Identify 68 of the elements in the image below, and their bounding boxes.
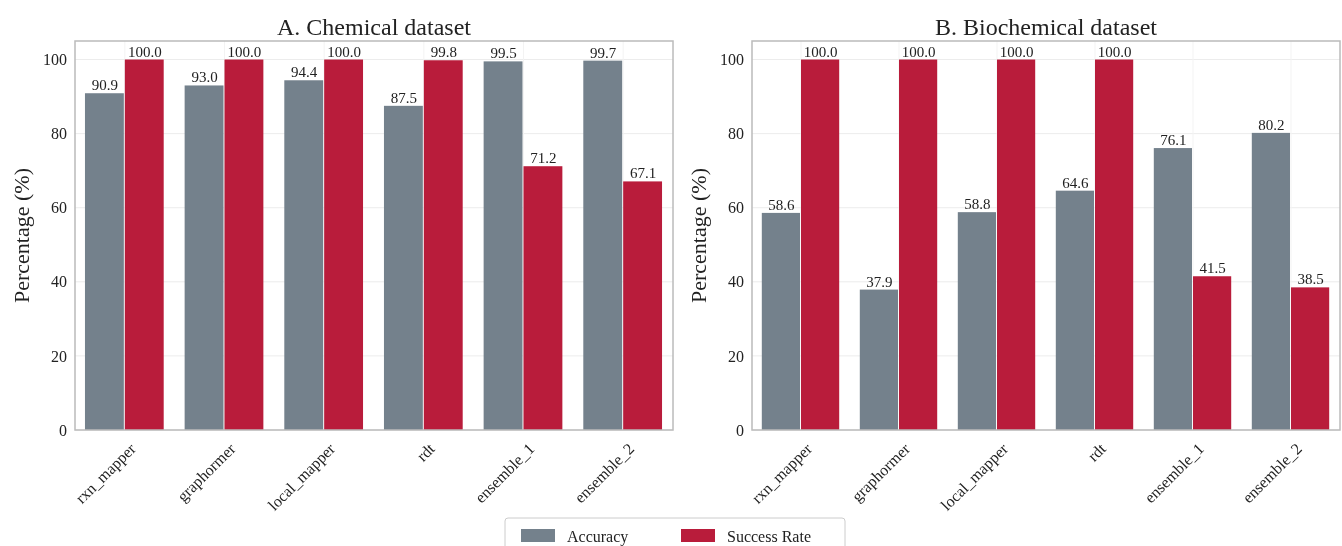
legend-label: Accuracy [567, 527, 629, 546]
data-label: 99.5 [490, 45, 517, 62]
data-label: 58.8 [964, 196, 991, 213]
data-label: 99.8 [430, 44, 457, 61]
data-label: 67.1 [629, 165, 657, 182]
y-tick-label: 0 [59, 421, 67, 439]
y-tick-label: 100 [720, 51, 744, 69]
bar [1193, 276, 1232, 430]
bar [583, 60, 623, 430]
chart-title: A. Chemical dataset [277, 14, 472, 40]
data-label: 100.0 [999, 43, 1034, 60]
y-tick-label: 40 [51, 273, 67, 291]
data-label: 100.0 [803, 43, 838, 60]
bar [997, 59, 1036, 430]
data-label: 93.0 [191, 69, 218, 86]
y-axis-title: Percentage (%) [686, 168, 711, 303]
bar [284, 80, 324, 430]
data-label: 38.5 [1297, 271, 1324, 288]
bar [1153, 148, 1192, 430]
bar [184, 85, 224, 430]
y-tick-label: 80 [51, 125, 67, 143]
data-label: 100.0 [1097, 43, 1132, 60]
y-tick-label: 60 [728, 199, 744, 217]
bar [1251, 132, 1290, 430]
bar [224, 59, 264, 430]
x-tick-label: rdt [413, 439, 439, 465]
y-tick-label: 40 [728, 273, 744, 291]
x-tick-label: rdt [1084, 439, 1110, 465]
bar [383, 105, 423, 430]
bar [1095, 59, 1134, 430]
data-label: 100.0 [901, 43, 936, 60]
bar [899, 59, 938, 430]
bar [483, 61, 523, 430]
bar [957, 212, 996, 430]
bar [324, 59, 364, 430]
data-label: 80.2 [1258, 116, 1285, 133]
data-label: 41.5 [1199, 260, 1226, 277]
legend-label: Success Rate [727, 527, 811, 545]
bar [423, 60, 463, 430]
data-label: 90.9 [91, 77, 119, 94]
bar [124, 59, 164, 430]
y-tick-label: 80 [728, 125, 744, 143]
data-label: 76.1 [1160, 132, 1187, 149]
data-label: 94.4 [291, 64, 318, 81]
data-label: 37.9 [866, 273, 893, 290]
bar [1291, 287, 1330, 430]
bar [761, 212, 800, 430]
data-label: 71.2 [530, 150, 557, 167]
y-tick-label: 100 [43, 51, 67, 69]
y-tick-label: 20 [51, 347, 67, 365]
data-label: 64.6 [1062, 174, 1090, 191]
y-tick-label: 0 [736, 421, 744, 439]
bar [84, 93, 124, 430]
data-label: 100.0 [127, 43, 162, 60]
y-tick-label: 60 [51, 199, 67, 217]
bar [859, 289, 898, 430]
bar [523, 166, 563, 430]
bar [623, 181, 663, 430]
data-label: 99.7 [590, 44, 617, 61]
chart-title: B. Biochemical dataset [935, 14, 1158, 40]
y-axis-title: Percentage (%) [9, 168, 34, 303]
bar [1055, 190, 1094, 430]
data-label: 58.6 [768, 196, 796, 213]
bar [801, 59, 840, 430]
data-label: 100.0 [327, 43, 361, 60]
y-tick-label: 20 [728, 347, 744, 365]
data-label: 87.5 [390, 89, 418, 106]
data-label: 100.0 [227, 43, 262, 60]
